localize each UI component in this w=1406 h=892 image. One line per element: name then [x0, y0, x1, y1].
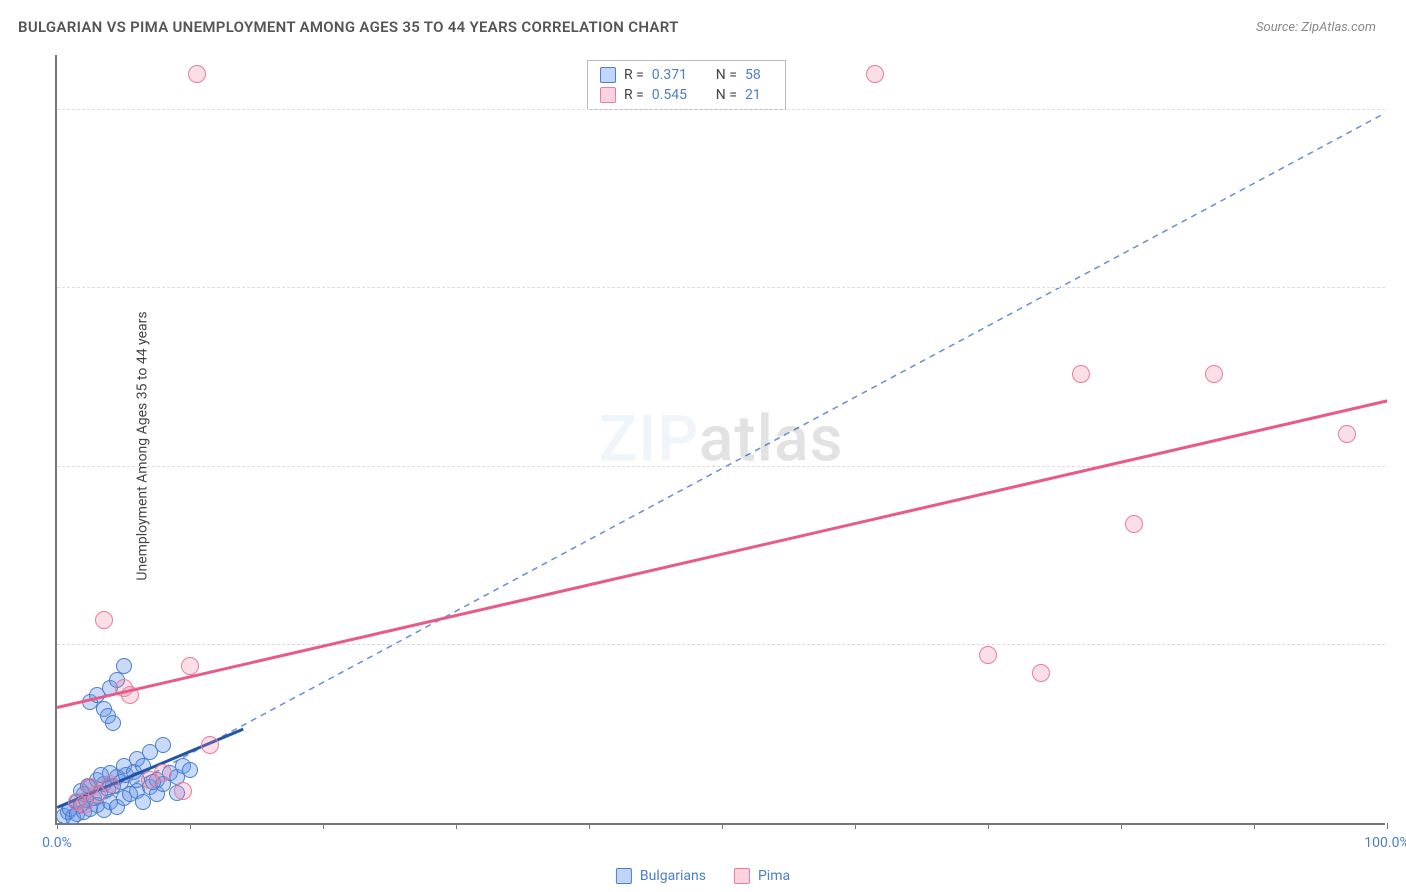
y-tick-label: 100.0%	[1393, 86, 1406, 102]
data-point	[155, 737, 171, 753]
gridline	[57, 466, 1385, 467]
data-point	[95, 611, 113, 629]
data-point	[188, 65, 206, 83]
r-label: R =	[624, 87, 644, 103]
legend-item: Pima	[734, 868, 790, 884]
data-point	[181, 657, 199, 675]
data-point	[154, 764, 172, 782]
r-value: 0.545	[652, 87, 702, 103]
legend-swatch	[734, 868, 750, 884]
data-point	[1125, 515, 1143, 533]
data-point	[1338, 425, 1356, 443]
legend-swatch	[600, 87, 616, 103]
legend-label: Pima	[758, 868, 790, 884]
y-tick-label: 75.0%	[1393, 264, 1406, 280]
r-legend-row: R = 0.545 N = 21	[600, 85, 773, 105]
n-label: N =	[716, 67, 737, 83]
data-point	[101, 775, 119, 793]
data-point	[105, 715, 121, 731]
y-tick-label: 25.0%	[1393, 621, 1406, 637]
x-tick	[1254, 823, 1255, 829]
n-value: 58	[745, 67, 773, 83]
x-tick	[1121, 823, 1122, 829]
x-tick	[190, 823, 191, 829]
x-tick-label: 100.0%	[1364, 835, 1406, 851]
n-value: 21	[745, 87, 773, 103]
plot-area: ZIPatlas R =0.371N =58R =0.545N =21 25.0…	[55, 55, 1385, 825]
y-tick-label: 50.0%	[1393, 443, 1406, 459]
x-tick	[1387, 823, 1388, 829]
x-tick	[855, 823, 856, 829]
data-point	[979, 646, 997, 664]
gridline	[57, 644, 1385, 645]
data-point	[116, 658, 132, 674]
data-point	[866, 65, 884, 83]
data-point	[182, 762, 198, 778]
legend-swatch	[616, 868, 632, 884]
r-legend-row: R = 0.371 N = 58	[600, 65, 773, 85]
legend-swatch	[600, 67, 616, 83]
x-tick	[323, 823, 324, 829]
diagonal-reference-line	[57, 55, 1385, 823]
r-value: 0.371	[652, 67, 702, 83]
x-tick	[722, 823, 723, 829]
x-tick-label: 0.0%	[42, 835, 72, 851]
legend-label: Bulgarians	[640, 868, 706, 884]
source-label: Source: ZipAtlas.com	[1256, 20, 1376, 35]
x-tick	[57, 823, 58, 829]
correlation-legend: R = 0.371 N = 58 R = 0.545 N = 21	[587, 60, 786, 110]
n-label: N =	[716, 87, 737, 103]
series-legend: Bulgarians Pima	[616, 868, 790, 884]
chart-title: BULGARIAN VS PIMA UNEMPLOYMENT AMONG AGE…	[18, 18, 679, 36]
data-point	[1072, 365, 1090, 383]
gridline	[57, 109, 1385, 110]
gridline	[57, 287, 1385, 288]
x-tick	[456, 823, 457, 829]
data-point	[1205, 365, 1223, 383]
x-tick	[589, 823, 590, 829]
r-label: R =	[624, 67, 644, 83]
data-point	[1032, 664, 1050, 682]
trend-line	[57, 400, 1388, 709]
data-point	[174, 782, 192, 800]
x-tick	[988, 823, 989, 829]
legend-item: Bulgarians	[616, 868, 706, 884]
data-point	[201, 736, 219, 754]
